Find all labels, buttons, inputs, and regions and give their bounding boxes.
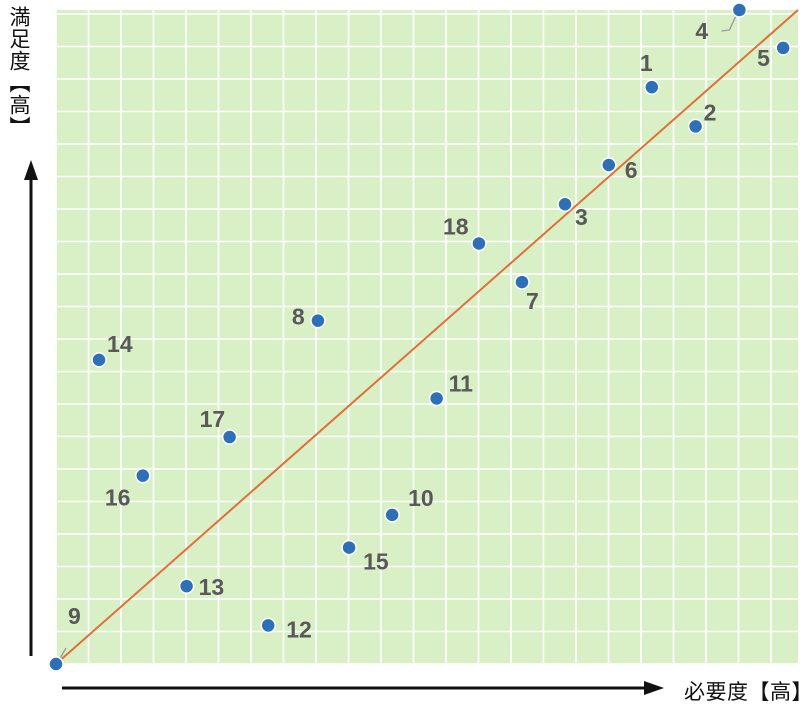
data-point-8 (310, 312, 326, 329)
data-point-10 (384, 507, 400, 523)
data-point-1 (644, 79, 660, 95)
data-label-1: 1 (640, 50, 653, 76)
data-label-10: 10 (408, 485, 434, 511)
data-point-11 (428, 390, 445, 407)
x-axis-arrowhead (644, 681, 664, 695)
data-label-6: 6 (625, 157, 638, 183)
y-axis-title: 満足度【高】 (7, 6, 31, 138)
data-label-9: 9 (68, 603, 81, 629)
data-point-17 (221, 429, 238, 445)
data-point-12 (260, 617, 276, 634)
leader-line-4 (721, 14, 737, 32)
data-label-2: 2 (704, 99, 717, 125)
y-axis-arrowhead (24, 160, 38, 180)
data-label-12: 12 (286, 616, 312, 642)
data-label-3: 3 (575, 204, 588, 230)
trendline (55, 9, 799, 665)
data-point-13 (178, 578, 195, 594)
data-label-14: 14 (107, 331, 133, 357)
data-label-5: 5 (757, 45, 770, 71)
data-point-7 (514, 274, 530, 290)
data-label-4: 4 (695, 18, 708, 44)
data-label-11: 11 (449, 370, 474, 396)
x-axis-title: 必要度【高】 (684, 680, 812, 704)
data-point-15 (341, 539, 357, 556)
data-point-3 (557, 196, 573, 212)
data-point-14 (91, 352, 107, 368)
data-label-13: 13 (199, 574, 225, 600)
data-label-16: 16 (105, 485, 131, 511)
data-label-15: 15 (363, 549, 389, 575)
data-label-7: 7 (526, 288, 539, 314)
data-point-2 (687, 118, 704, 135)
data-point-9 (48, 656, 64, 672)
data-point-18 (471, 235, 487, 252)
data-point-4 (731, 2, 748, 18)
data-points (48, 2, 791, 672)
data-label-8: 8 (292, 304, 305, 330)
data-point-6 (601, 157, 617, 173)
data-point-5 (775, 40, 791, 56)
data-point-16 (135, 467, 151, 484)
data-label-18: 18 (443, 213, 469, 239)
data-label-17: 17 (200, 406, 226, 432)
grid (55, 10, 798, 665)
